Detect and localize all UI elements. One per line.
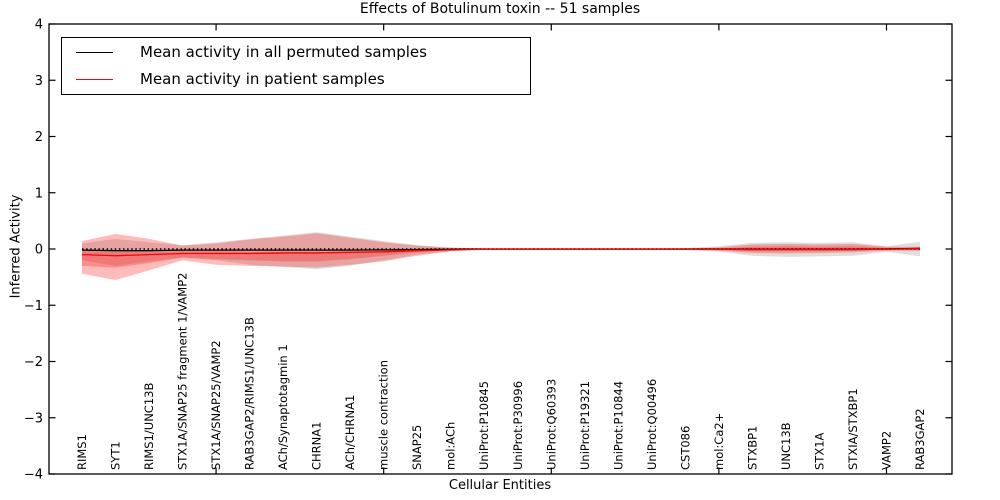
y-axis-label: Inferred Activity [8, 194, 24, 299]
chart-title: Effects of Botulinum toxin -- 51 samples [359, 1, 641, 17]
x-category-label: RIMS1/UNC13B [142, 383, 156, 470]
x-category-label: CHRNA1 [310, 422, 324, 470]
x-category-label: RAB3GAP2 [913, 408, 927, 470]
legend-entry-patient: Mean activity in patient samples [62, 67, 530, 93]
x-category-label: UniProt:P30996 [511, 381, 525, 470]
x-category-label: CST086 [678, 426, 692, 470]
x-category-labels: RIMS1 SYT1 RIMS1/UNC13B STX1A/SNAP25 fragme… [75, 273, 927, 470]
y-tick-label: −4 [24, 468, 43, 483]
legend-entry-permuted: Mean activity in all permuted samples [62, 39, 530, 65]
permuted-samples-range-band [82, 232, 920, 270]
x-category-label: UniProt:P10845 [477, 381, 491, 470]
y-tick-label: −3 [24, 411, 43, 426]
x-category-label: VAMP2 [879, 431, 893, 470]
x-axis-label: Cellular Entities [448, 478, 552, 493]
axis-ticks [49, 23, 952, 475]
y-tick-label: −2 [24, 355, 43, 370]
x-category-label: RIMS1 [75, 434, 89, 470]
x-category-label: UniProt:Q00496 [645, 379, 659, 470]
legend: Mean activity in all permuted samples Me… [61, 37, 531, 95]
y-tick-label: 4 [35, 18, 43, 33]
y-tick-label: 2 [35, 130, 43, 145]
x-category-label: STX1A/SNAP25/VAMP2 [209, 340, 223, 470]
x-category-label: STXIA/STXBP1 [846, 388, 860, 470]
x-category-label: STX1A [812, 432, 826, 470]
permuted-mean-line-sample [76, 51, 113, 53]
x-category-label: UniProt:Q60393 [544, 379, 558, 470]
y-tick-labels: −4 −3 −2 −1 0 1 2 3 4 [24, 18, 43, 483]
x-category-label: mol:Ca2+ [712, 413, 726, 470]
y-tick-label: 1 [35, 186, 43, 201]
x-category-label: STX1A/SNAP25 fragment 1/VAMP2 [176, 273, 190, 470]
legend-label-patient: Mean activity in patient samples [140, 70, 385, 89]
x-category-label: STXBP1 [745, 426, 759, 470]
x-category-label: UniProt:P10844 [611, 381, 625, 470]
x-category-label: mol:ACh [444, 422, 458, 470]
x-category-label: muscle contraction [377, 360, 391, 470]
patient-mean-line [81, 247, 921, 257]
x-category-label: UniProt:P19321 [578, 381, 592, 470]
patient-samples-range-inner-band [82, 246, 920, 268]
x-category-label: UNC13B [779, 422, 793, 470]
x-category-label: RAB3GAP2/RIMS1/UNC13B [243, 317, 257, 470]
x-category-label: SYT1 [109, 441, 123, 470]
y-tick-label: 0 [35, 243, 43, 258]
uncertainty-bands [82, 232, 920, 280]
x-category-label: ACh/CHRNA1 [343, 395, 357, 470]
x-category-label: SNAP25 [410, 425, 424, 470]
y-tick-label: −1 [24, 299, 43, 314]
patient-mean-line-sample [76, 79, 113, 81]
x-category-label: ACh/Synaptotagmin 1 [276, 344, 290, 470]
patient-samples-range-outer-band [82, 233, 920, 280]
legend-label-permuted: Mean activity in all permuted samples [140, 42, 427, 61]
y-tick-label: 3 [35, 74, 43, 89]
